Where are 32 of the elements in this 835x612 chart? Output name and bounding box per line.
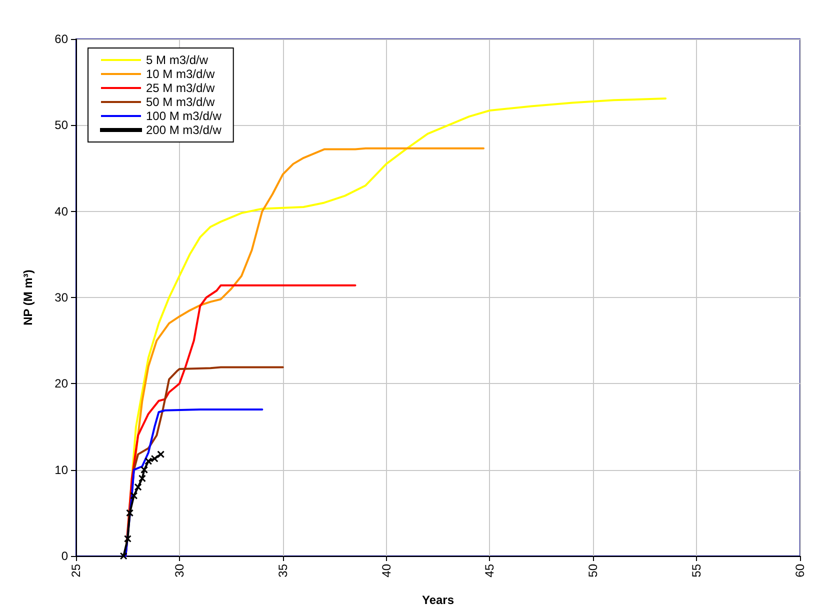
legend-label: 5 M m3/d/w bbox=[146, 53, 208, 67]
y-tick-label: 0 bbox=[61, 549, 68, 563]
x-tick-label: 30 bbox=[172, 564, 186, 578]
point bbox=[130, 492, 138, 500]
x-tick-label: 45 bbox=[482, 564, 497, 578]
point bbox=[120, 552, 128, 560]
x-tick-label: 35 bbox=[276, 564, 290, 578]
y-tick-label: 10 bbox=[54, 462, 68, 477]
x-tick-label: 60 bbox=[793, 564, 807, 578]
y-tick-label: 60 bbox=[54, 32, 68, 46]
point bbox=[134, 483, 142, 491]
legend-label: 100 M m3/d/w bbox=[146, 109, 222, 123]
point bbox=[150, 454, 158, 462]
x-tick-label: 40 bbox=[379, 564, 394, 578]
x-axis-title: Years bbox=[422, 593, 454, 607]
x-tick-label: 55 bbox=[690, 564, 704, 578]
y-tick-label: 30 bbox=[54, 290, 68, 304]
x-tick-label: 25 bbox=[69, 564, 83, 578]
legend-label: 10 M m3/d/w bbox=[146, 67, 216, 81]
x-tick-label: 50 bbox=[586, 564, 600, 578]
y-tick-label: 40 bbox=[54, 204, 68, 218]
point bbox=[144, 457, 152, 465]
point bbox=[126, 509, 134, 517]
y-tick-label: 20 bbox=[54, 376, 68, 391]
line-series bbox=[124, 408, 264, 557]
point bbox=[157, 450, 165, 458]
legend-label: 200 M m3/d/w bbox=[146, 123, 222, 137]
y-tick-label: 50 bbox=[54, 118, 68, 132]
point bbox=[124, 535, 132, 543]
y-axis-title: NP (M m³) bbox=[21, 270, 35, 326]
legend-label: 50 M m3/d/w bbox=[146, 95, 216, 109]
legend-label: 25 M m3/d/w bbox=[146, 81, 216, 95]
